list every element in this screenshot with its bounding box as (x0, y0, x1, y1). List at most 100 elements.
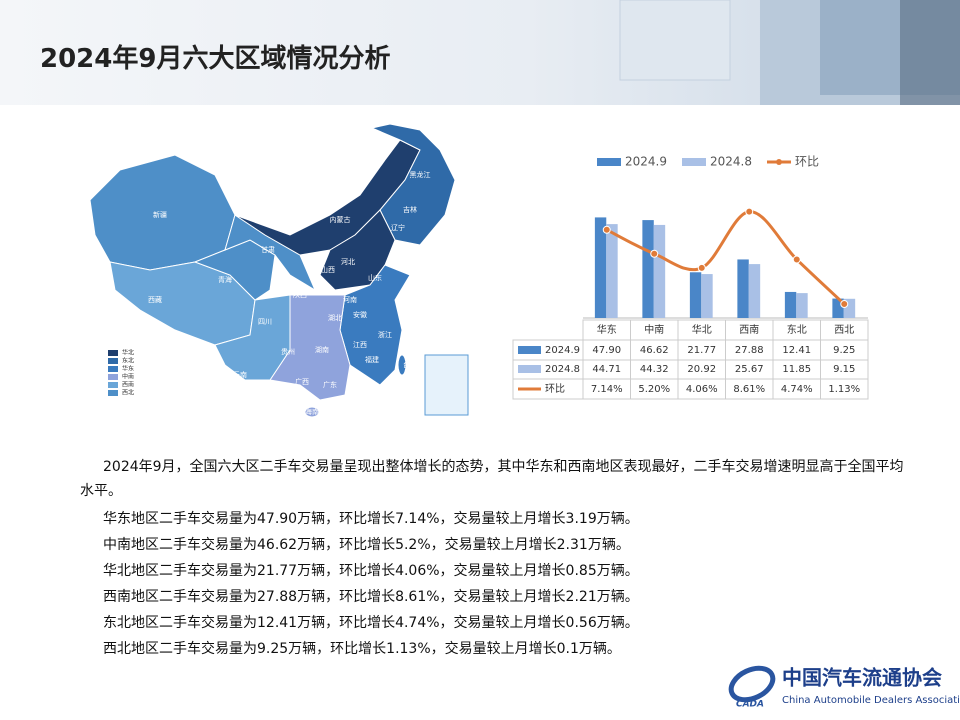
bar (594, 217, 607, 318)
table-value: 25.67 (735, 364, 764, 375)
province-label: 河北 (341, 258, 355, 266)
table-row-label: 2024.9 (545, 345, 580, 356)
table-value: 47.90 (592, 345, 621, 356)
legend-label: 2024.9 (625, 155, 667, 169)
table-value: 27.88 (735, 345, 764, 356)
province-label: 西藏 (148, 295, 162, 304)
table-value: 44.71 (592, 364, 621, 375)
paragraph: 华北地区二手车交易量为21.77万辆，环比增长4.06%，交易量较上月增长0.8… (103, 563, 639, 579)
province-label: 广西 (295, 377, 309, 386)
province-label: 陕西 (293, 290, 307, 299)
x-tick-label: 东北 (787, 323, 807, 336)
cube (619, 0, 731, 81)
table-swatch (518, 346, 541, 354)
table-row-label: 2024.8 (545, 364, 580, 375)
region (304, 406, 320, 418)
table-value: 9.15 (833, 364, 855, 375)
bar (606, 224, 618, 318)
paragraph: 中南地区二手车交易量为46.62万辆，环比增长5.2%，交易量较上月增长2.31… (103, 537, 630, 553)
region (214, 294, 291, 381)
bar (653, 224, 666, 318)
line-marker (745, 207, 754, 216)
province-label: 山西 (321, 265, 335, 274)
table-row-label: 环比 (545, 383, 565, 395)
legend-swatch (776, 159, 782, 165)
legend-swatch (597, 158, 621, 166)
legend-label: 环比 (795, 155, 819, 169)
province-label: 安徽 (353, 310, 367, 319)
x-tick-label: 西北 (834, 324, 854, 336)
bar (784, 291, 797, 318)
legend-swatch (108, 358, 118, 364)
text-body: 2024年9月，全国六大区二手车交易量呈现出整体增长的态势，其中华东和西南地区表… (80, 455, 910, 662)
table-value: 9.25 (833, 345, 855, 356)
table-value: 11.85 (782, 364, 811, 375)
logo-icon (728, 665, 776, 703)
bar (832, 298, 844, 318)
logo-abbr: CADA (736, 700, 764, 710)
table-value: 8.61% (733, 384, 765, 395)
province-label: 湖南 (315, 345, 329, 354)
bar (796, 293, 808, 318)
paragraph: 西南地区二手车交易量为27.88万辆，环比增长8.61%，交易量较上月增长2.2… (103, 589, 639, 605)
bar (748, 264, 761, 318)
province-label: 海南 (305, 407, 319, 416)
legend-swatch (108, 382, 118, 388)
table-value: 21.77 (687, 345, 716, 356)
legend-label: 西南 (122, 381, 134, 389)
province-label: 福建 (365, 355, 379, 364)
line-marker (602, 225, 611, 234)
paragraph: 西北地区二手车交易量为9.25万辆，环比增长1.13%，交易量较上月增长0.1万… (103, 641, 621, 657)
inset (424, 354, 469, 416)
province-label: 辽宁 (391, 223, 405, 232)
bar (701, 274, 713, 318)
region (370, 123, 456, 246)
paragraph: 2024年9月，全国六大区二手车交易量呈现出整体增长的态势，其中华东和西南地区表… (80, 459, 904, 499)
table-value: 5.20% (638, 384, 670, 395)
paragraph: 华东地区二手车交易量为47.90万辆，环比增长7.14%，交易量较上月增长3.1… (103, 511, 639, 527)
legend-swatch (108, 390, 118, 396)
logo-english: China Automobile Dealers Association (782, 695, 960, 706)
bar (689, 272, 702, 318)
bar (737, 259, 749, 318)
province-label: 甘肃 (261, 245, 275, 254)
legend-label: 东北 (122, 357, 134, 365)
legend-swatch (108, 366, 118, 372)
table-value: 12.41 (782, 345, 811, 356)
x-tick-label: 中南 (644, 323, 664, 336)
logo: CADA 中国汽车流通协会 China Automobile Dealers A… (728, 665, 960, 710)
table-value: 1.13% (828, 384, 860, 395)
province-label: 浙江 (378, 330, 392, 339)
province-label: 新疆 (153, 210, 167, 219)
province-label: 河南 (343, 295, 357, 304)
line-marker (650, 249, 659, 258)
line-marker (840, 300, 849, 309)
table-value: 4.06% (686, 384, 718, 395)
table-value: 46.62 (640, 345, 669, 356)
province-label: 吉林 (403, 205, 417, 214)
legend-label: 华东 (122, 365, 134, 373)
table-value: 44.32 (640, 364, 669, 375)
legend-swatch (108, 374, 118, 380)
table-swatch (518, 365, 541, 373)
province-label: 内蒙古 (330, 215, 351, 224)
paragraph: 东北地区二手车交易量为12.41万辆，环比增长4.74%，交易量较上月增长0.5… (103, 615, 639, 631)
province-label: 黑龙江 (410, 170, 431, 179)
legend-label: 2024.8 (710, 155, 752, 169)
cube (900, 0, 960, 105)
legend-label: 华北 (122, 349, 134, 357)
legend-swatch (682, 158, 706, 166)
x-tick-label: 华北 (692, 323, 712, 336)
province-label: 贵州 (281, 347, 295, 356)
table-value: 4.74% (781, 384, 813, 395)
legend-swatch (108, 350, 118, 356)
legend-label: 西北 (122, 389, 134, 397)
province-label: 青海 (218, 275, 232, 284)
x-tick-label: 华东 (597, 323, 617, 336)
region (397, 354, 407, 376)
title: 2024年9月六大区域情况分析 (40, 44, 391, 74)
province-label: 湖北 (328, 313, 342, 322)
